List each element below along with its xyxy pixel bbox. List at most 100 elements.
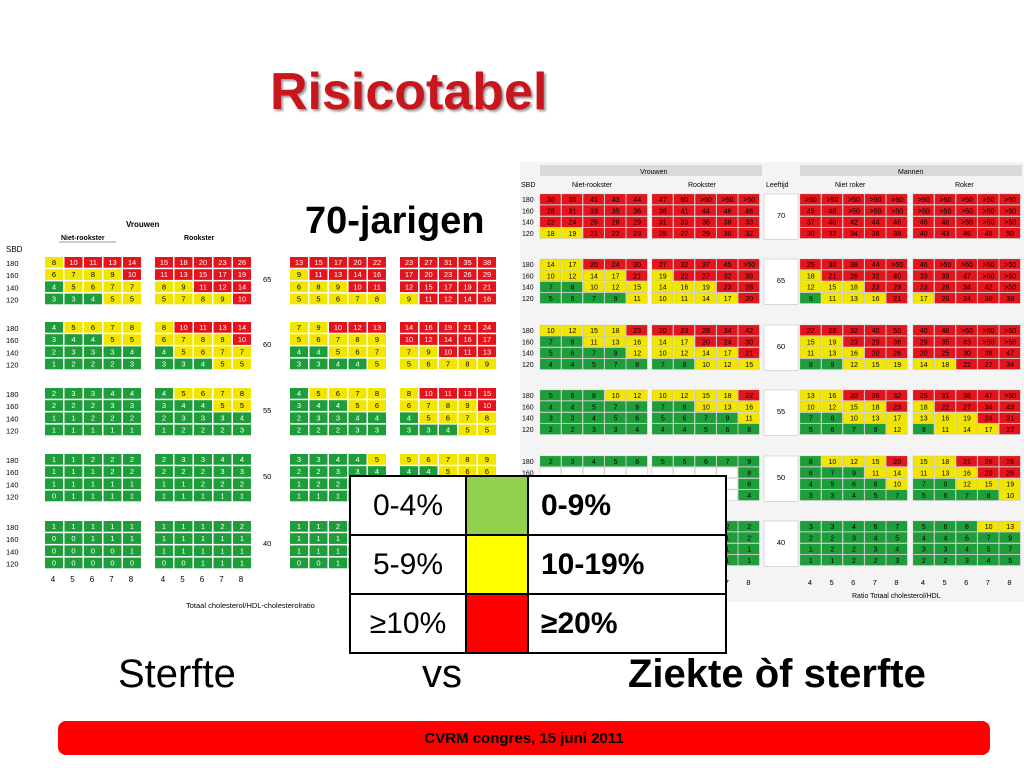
risk-cell-value: 1 (316, 534, 320, 543)
risk-cell-value: 17 (569, 262, 577, 269)
risk-cell-value: 5 (297, 295, 301, 304)
risk-cell-value: 24 (985, 416, 993, 423)
risk-cell-value: 20 (590, 262, 598, 269)
risk-cell (934, 205, 956, 216)
risk-cell-value: 46 (724, 208, 732, 215)
risk-cell (886, 216, 908, 228)
risk-cell (155, 545, 173, 557)
risk-cell-value: 19 (893, 362, 901, 369)
risk-cell-value: 2 (162, 455, 166, 464)
risk-cell (716, 270, 738, 281)
risk-cell (64, 400, 83, 411)
risk-cell-value: 28 (547, 208, 555, 215)
risk-cell-value: 1 (71, 467, 75, 476)
risk-cell-value: 4 (355, 360, 359, 369)
risk-cell-value: 2 (130, 455, 134, 464)
sbd-value: 180 (522, 262, 534, 269)
risk-cell (329, 400, 347, 411)
risk-cell (843, 423, 865, 435)
x-tick: 5 (830, 578, 834, 587)
risk-cell-value: 6 (297, 282, 301, 291)
risk-cell (934, 389, 956, 401)
risk-cell (583, 193, 605, 205)
risk-cell (233, 533, 251, 544)
risk-cell-value: 14 (659, 285, 667, 292)
risk-cell-value: 4 (52, 323, 56, 332)
risk-cell (123, 281, 141, 293)
risk-cell (213, 358, 232, 370)
risk-cell (695, 358, 717, 370)
risk-cell-value: 9 (614, 351, 618, 358)
risk-cell (864, 258, 886, 270)
risk-cell-value: 5 (355, 401, 359, 410)
risk-cell-value: 24 (483, 323, 491, 332)
risk-cell (583, 324, 605, 336)
x-tick: 7 (109, 575, 114, 584)
risk-cell-value: >50 (983, 197, 995, 204)
risk-cell (561, 389, 583, 401)
risk-cell-value: 0 (52, 534, 56, 543)
risk-cell (64, 388, 83, 399)
risk-cell-value: 3 (316, 413, 320, 422)
age-cell (763, 193, 799, 240)
risk-cell-value: 21 (463, 323, 471, 332)
risk-cell-value: 38 (483, 258, 491, 267)
risk-cell-value: 30 (829, 262, 837, 269)
risk-cell (934, 532, 956, 543)
risk-cell-value: >50 (1004, 328, 1016, 335)
risk-cell-value: 3 (52, 295, 56, 304)
risk-cell-value: 7 (614, 404, 618, 411)
risk-cell (977, 205, 999, 216)
risk-cell (539, 324, 561, 336)
risk-cell-value: 14 (463, 295, 471, 304)
risk-cell-value: 1 (747, 547, 751, 554)
risk-cell-value: 18 (547, 231, 555, 238)
risk-cell (583, 423, 605, 435)
risk-cell (604, 227, 626, 239)
risk-cell-value: 36 (872, 231, 880, 238)
risk-cell (64, 557, 83, 569)
risk-cell-value: 0 (110, 546, 114, 555)
header-bg (540, 165, 762, 176)
risk-cell-value: 20 (850, 393, 858, 400)
sbd-value: 120 (522, 427, 534, 434)
risk-cell (886, 520, 908, 532)
risk-cell (864, 532, 886, 543)
risk-cell-value: 8 (747, 427, 751, 434)
age-label: 65 (777, 276, 785, 285)
risk-cell-value: 6 (201, 389, 205, 398)
risk-cell-value: 24 (724, 339, 732, 346)
sbd-value: 160 (6, 336, 19, 345)
risk-cell (103, 281, 122, 293)
risk-cell (348, 257, 367, 268)
risk-cell-value: 12 (424, 335, 432, 344)
risk-cell-value: 44 (872, 220, 880, 227)
risk-cell-value: 0 (181, 559, 185, 568)
risk-cell-value: 5 (407, 360, 411, 369)
risk-cell (583, 227, 605, 239)
risk-cell-value: 3 (809, 524, 813, 531)
risk-cell-value: >50 (722, 197, 734, 204)
risk-cell (194, 388, 212, 399)
risk-cell (912, 205, 934, 216)
risk-cell (583, 270, 605, 281)
risk-cell-value: 8 (162, 282, 166, 291)
risk-cell-value: 3 (943, 547, 947, 554)
risk-cell-value: 4 (747, 493, 751, 500)
risk-cell-value: 10 (128, 270, 136, 279)
risk-cell (799, 281, 821, 293)
risk-cell-value: 6 (162, 335, 166, 344)
risk-cell-value: 22 (963, 362, 971, 369)
age-label: 60 (263, 340, 271, 349)
risk-cell-value: 25 (920, 393, 928, 400)
risk-cell (539, 258, 561, 270)
risk-cell-value: 4 (922, 535, 926, 542)
risk-cell (886, 389, 908, 401)
risk-cell (539, 423, 561, 435)
risk-cell-value: 20 (893, 459, 901, 466)
risk-cell (956, 532, 978, 543)
sbd-value: 180 (6, 390, 19, 399)
risk-cell (695, 281, 717, 293)
risk-cell-value: 10 (659, 296, 667, 303)
risk-cell (999, 412, 1021, 424)
